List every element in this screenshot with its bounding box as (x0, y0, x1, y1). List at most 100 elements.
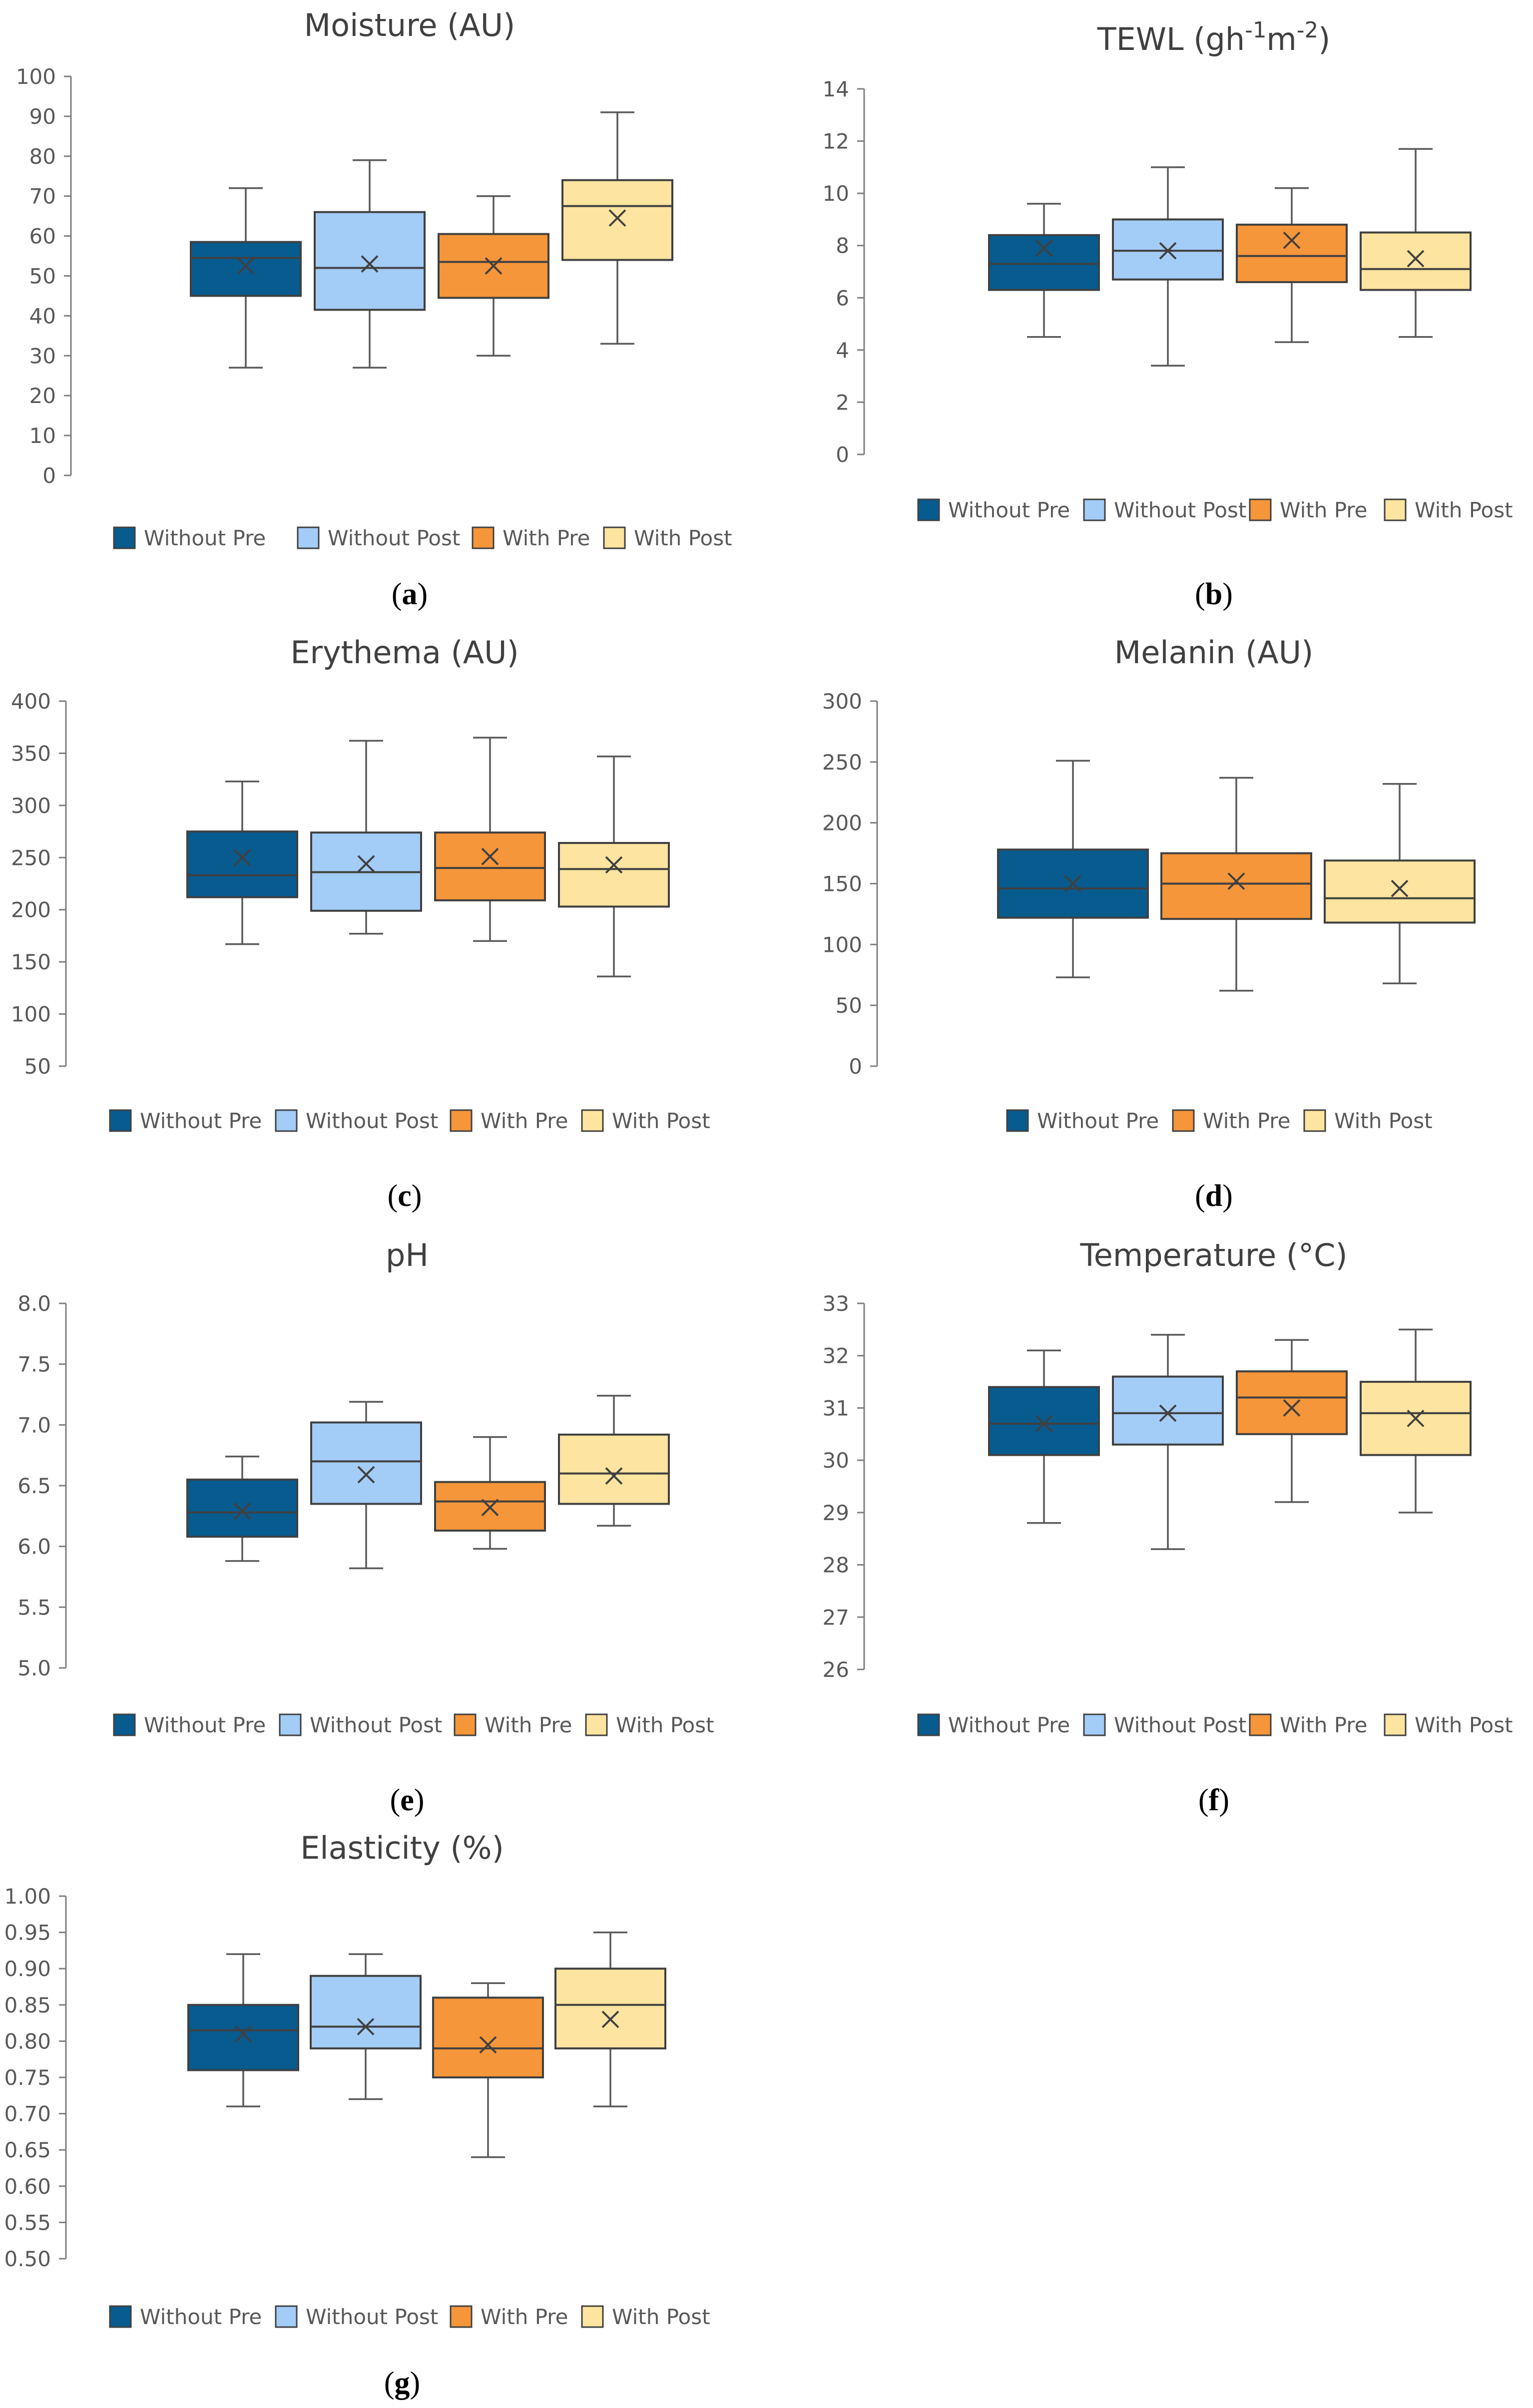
y-tick-label-b-7: 14 (823, 77, 849, 101)
y-tick-label-g-5: 0.75 (4, 2065, 51, 2090)
y-tick-label-f-7: 33 (823, 1291, 849, 1316)
legend-b-with-pre-swatch (1249, 498, 1272, 521)
box-g-with-post-iqr (554, 1968, 666, 2049)
y-tick-label-c-1: 100 (11, 1002, 51, 1027)
box-b-with-post-mean-b (1407, 250, 1425, 268)
y-tick-label-d-5: 250 (822, 750, 862, 775)
y-tick-label-e-0: 5.0 (17, 1656, 51, 1680)
legend-a-with-post-label: With Post (634, 526, 732, 550)
y-tick-label-g-6: 0.80 (4, 2029, 51, 2053)
y-tick-label-e-5: 7.5 (17, 1352, 51, 1377)
box-a-without-pre-iqr (190, 241, 302, 297)
legend-a-without-post-swatch (297, 526, 320, 549)
y-tick-label-g-7: 0.85 (4, 1993, 51, 2017)
y-tick-label-c-3: 200 (11, 898, 51, 922)
legend-g-with-pre-swatch (450, 2305, 473, 2328)
y-tick-label-g-0: 0.50 (4, 2247, 51, 2271)
y-tick-label-g-1: 0.55 (4, 2210, 51, 2235)
legend-e-with-pre-swatch (454, 1713, 477, 1736)
y-tick-label-g-8: 0.90 (4, 1957, 51, 1981)
y-tick-label-e-3: 6.5 (17, 1474, 51, 1498)
y-tick-label-c-0: 50 (24, 1054, 51, 1079)
y-tick-label-f-6: 32 (823, 1344, 849, 1368)
y-tick-label-c-6: 350 (11, 741, 51, 766)
y-tick-label-f-2: 28 (823, 1553, 849, 1578)
box-e-without-pre-iqr (186, 1478, 298, 1538)
y-tick-label-c-5: 300 (11, 794, 51, 818)
box-d-with-post-iqr (1324, 859, 1476, 924)
box-a-without-post-mean-b (361, 255, 379, 273)
box-e-without-pre-mean-b (233, 1502, 251, 1520)
box-g-without-pre-iqr (187, 2004, 299, 2071)
chart-title-c: Erythema (AU) (290, 634, 518, 671)
y-tick-label-c-2: 150 (11, 950, 51, 974)
y-tick-label-e-1: 5.5 (17, 1595, 51, 1619)
legend-a-with-pre-label: With Pre (503, 526, 590, 550)
y-tick-label-a-4: 40 (29, 304, 56, 328)
box-e-without-post-mean-b (357, 1466, 375, 1484)
y-tick-label-a-1: 10 (29, 423, 56, 448)
box-g-with-post-mean-b (601, 2010, 619, 2028)
y-tick-label-a-6: 60 (29, 224, 56, 249)
y-tick-label-a-0: 0 (42, 463, 56, 488)
box-d-with-pre-mean-b (1227, 872, 1245, 890)
y-tick-label-a-8: 80 (29, 144, 56, 169)
box-e-with-post-mean-b (605, 1467, 623, 1485)
chart-title-d: Melanin (AU) (1114, 634, 1314, 671)
legend-g-without-post-label: Without Post (306, 2305, 438, 2329)
y-tick-label-e-6: 8.0 (17, 1291, 51, 1316)
box-a-with-post-iqr (561, 179, 673, 261)
box-b-with-pre-mean-b (1283, 231, 1301, 249)
legend-d-with-post-swatch (1303, 1109, 1326, 1132)
y-tick-label-g-9: 0.95 (4, 1921, 51, 1945)
legend-b-with-post-label: With Post (1415, 498, 1513, 522)
box-f-with-post-mean-b (1407, 1409, 1425, 1427)
box-g-without-post-iqr (310, 1975, 422, 2049)
y-tick-label-d-3: 150 (822, 872, 862, 896)
y-tick-label-b-3: 6 (836, 286, 849, 310)
y-tick-label-b-1: 2 (836, 390, 849, 414)
box-b-with-pre-iqr (1236, 223, 1348, 283)
box-g-without-post-mean-b (357, 2017, 375, 2035)
chart-title-e: pH (386, 1237, 429, 1273)
y-tick-label-f-1: 27 (823, 1605, 849, 1629)
legend-c-with-post-label: With Post (612, 1109, 710, 1133)
box-b-without-pre-mean-b (1035, 239, 1053, 257)
panel-label-e: (e) (390, 1783, 425, 1817)
chart-title-a: Moisture (AU) (304, 7, 515, 43)
legend-a-without-post-label: Without Post (328, 526, 460, 550)
legend-g-with-post-label: With Post (612, 2305, 710, 2329)
legend-g-without-post-swatch (275, 2305, 298, 2328)
legend-c-without-pre-swatch (109, 1109, 132, 1132)
box-c-with-pre-mean-b (481, 847, 499, 865)
legend-a-with-pre-swatch (472, 526, 495, 549)
box-f-without-pre-iqr (988, 1386, 1100, 1456)
legend-g-without-pre-swatch (109, 2305, 132, 2328)
box-a-with-post-mean-b (608, 209, 626, 227)
box-c-without-post-mean-b (357, 855, 375, 873)
legend-f-with-post-label: With Post (1415, 1713, 1513, 1737)
y-tick-label-d-6: 300 (822, 689, 862, 714)
legend-c-with-post-swatch (581, 1109, 604, 1132)
box-c-with-post-mean-b (605, 856, 623, 874)
box-e-with-pre-mean-b (481, 1499, 499, 1517)
box-e-with-post-iqr (558, 1433, 670, 1505)
legend-d-with-pre-swatch (1172, 1109, 1195, 1132)
y-tick-label-e-2: 6.0 (17, 1535, 51, 1559)
legend-f-without-pre-swatch (917, 1713, 940, 1736)
box-c-with-pre-iqr (434, 831, 546, 901)
y-tick-label-b-6: 12 (823, 129, 849, 154)
legend-d-with-post-label: With Post (1334, 1109, 1433, 1133)
box-d-with-post-mean-b (1391, 879, 1409, 897)
chart-title-g: Elasticity (%) (300, 1830, 504, 1866)
box-f-without-post-mean-b (1159, 1404, 1177, 1422)
legend-g-with-pre-label: With Pre (481, 2305, 568, 2329)
y-tick-label-a-10: 100 (16, 64, 56, 89)
y-tick-label-f-4: 30 (823, 1448, 849, 1473)
legend-b-with-pre-label: With Pre (1280, 498, 1368, 522)
legend-e-without-post-label: Without Post (310, 1713, 442, 1737)
box-g-with-pre-mean-b (479, 2036, 497, 2054)
legend-c-without-post-swatch (275, 1109, 298, 1132)
y-tick-label-d-4: 200 (822, 811, 862, 835)
box-g-with-pre-iqr (432, 1997, 544, 2079)
